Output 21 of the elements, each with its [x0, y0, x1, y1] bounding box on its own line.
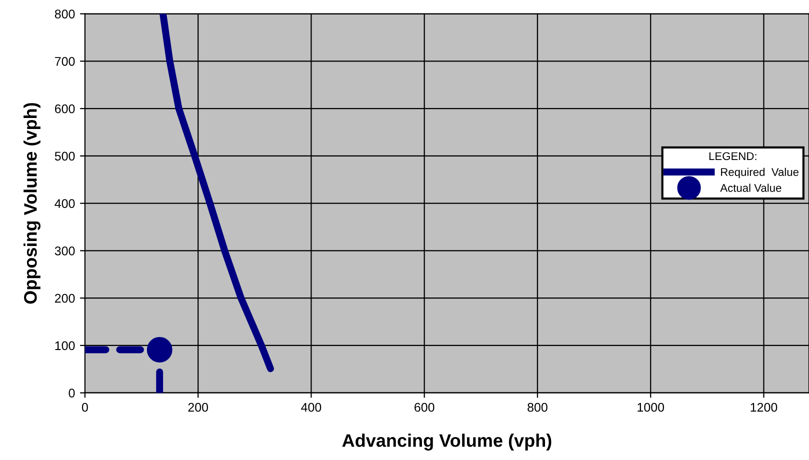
y-axis-title: Opposing Volume (vph): [24, 103, 40, 304]
x-tick-label: 800: [528, 402, 548, 412]
y-tick-label: 0: [68, 388, 75, 398]
y-tick-label: 100: [55, 341, 75, 350]
legend-label: Actual Value: [720, 184, 782, 192]
x-axis-title: Advancing Volume (vph): [342, 434, 552, 451]
x-tick-label: 200: [188, 402, 208, 412]
y-tick-label: 400: [54, 199, 75, 208]
y-tick-label: 500: [54, 152, 75, 161]
x-tick-label: 400: [301, 402, 322, 412]
y-tick-label: 600: [55, 104, 75, 114]
x-tick-label: 600: [414, 402, 434, 412]
x-tick-label: 1200: [750, 402, 778, 412]
y-tick-label: 200: [55, 294, 75, 303]
y-tick-label: 700: [55, 56, 75, 66]
legend-title: LEGEND:: [709, 152, 756, 160]
y-tick-label: 800: [54, 10, 75, 18]
y-tick-label: 300: [54, 246, 75, 256]
x-tick-label: 0: [82, 402, 88, 412]
legend-label: Required Value: [721, 168, 799, 178]
x-tick-label: 1000: [638, 402, 664, 412]
